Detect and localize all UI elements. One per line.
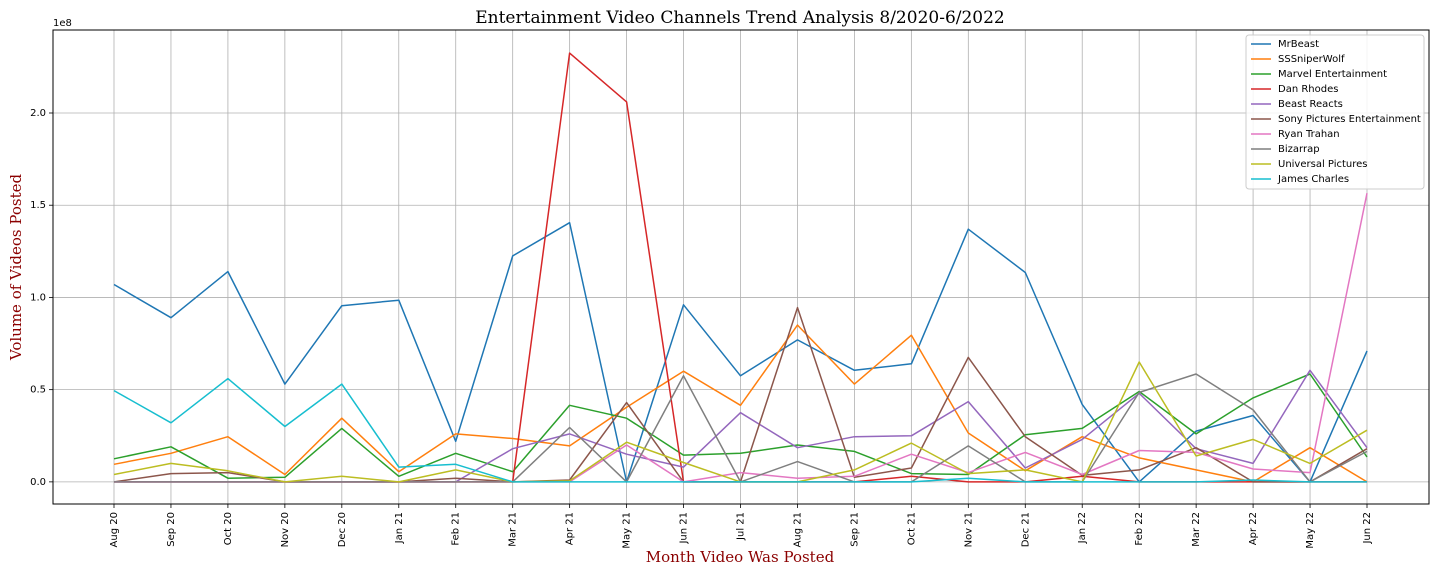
x-tick-label: Jun 22 [1362, 512, 1373, 545]
x-tick-label: Jan 21 [394, 512, 405, 544]
series-lines [113, 52, 1368, 483]
x-tick-label: Oct 21 [906, 512, 917, 545]
x-tick-label: Dec 20 [337, 512, 348, 547]
series-line-james-charles [113, 377, 1367, 483]
x-tick-label: Apr 22 [1248, 512, 1259, 545]
x-tick-label: May 22 [1305, 512, 1316, 549]
legend-entry: Marvel Entertainment [1278, 69, 1387, 80]
x-tick-label: Sep 20 [166, 512, 177, 547]
x-tick-label: Jun 21 [679, 512, 690, 545]
x-tick-label: Sep 21 [849, 512, 860, 547]
legend-entry: Bizarrap [1278, 144, 1320, 155]
y-multiplier-label: 1e8 [53, 18, 72, 29]
series-line-mrbeast [113, 221, 1368, 483]
grid [53, 30, 1429, 504]
x-tick-label: Apr 21 [565, 512, 576, 545]
y-tick-label: 0.5 [30, 385, 46, 396]
x-tick-label: Nov 21 [963, 512, 974, 547]
legend-entry: Dan Rhodes [1278, 84, 1338, 95]
legend: MrBeast SSSniperWolf Marvel Entertainment D… [1245, 34, 1425, 190]
y-tick-label: 1.0 [30, 292, 46, 303]
x-tick-label: Feb 21 [451, 512, 462, 546]
legend-entry: MrBeast [1278, 39, 1319, 50]
x-tick-label: Dec 21 [1020, 512, 1031, 547]
chart-title: Entertainment Video Channels Trend Analy… [475, 8, 1005, 28]
x-axis-label: Month Video Was Posted [646, 548, 835, 566]
x-tick-label: Nov 20 [280, 512, 291, 547]
y-tick-label: 2.0 [30, 108, 46, 119]
legend-box [1245, 34, 1425, 190]
x-ticks: Aug 20 Sep 20 Oct 20 Nov 20 Dec 20 Jan 21 Feb … [109, 504, 1373, 549]
x-tick-label: Aug 20 [109, 512, 120, 547]
legend-entry: Universal Pictures [1278, 159, 1368, 170]
series-line-marvel-entertainment [113, 373, 1368, 479]
x-tick-label: Mar 22 [1191, 512, 1202, 547]
y-ticks: 0.0 0.5 1.0 1.5 2.0 [30, 108, 53, 488]
x-tick-label: Feb 22 [1134, 512, 1145, 546]
x-tick-label: May 21 [622, 512, 633, 549]
legend-entry: Beast Reacts [1278, 99, 1343, 110]
legend-entry: SSSniperWolf [1278, 54, 1345, 65]
x-tick-label: Jul 21 [736, 512, 747, 541]
legend-entry: James Charles [1277, 174, 1349, 185]
legend-entry: Ryan Trahan [1278, 129, 1340, 140]
x-tick-label: Jan 22 [1077, 512, 1088, 544]
y-tick-label: 1.5 [30, 200, 46, 211]
y-tick-label: 0.0 [30, 477, 46, 488]
y-axis-label: Volume of Videos Posted [7, 173, 25, 361]
x-tick-label: Mar 21 [508, 512, 519, 547]
plot-frame [52, 29, 1430, 505]
x-tick-label: Aug 21 [792, 512, 803, 547]
legend-entry: Sony Pictures Entertainment [1278, 114, 1421, 125]
x-tick-label: Oct 20 [223, 512, 234, 545]
